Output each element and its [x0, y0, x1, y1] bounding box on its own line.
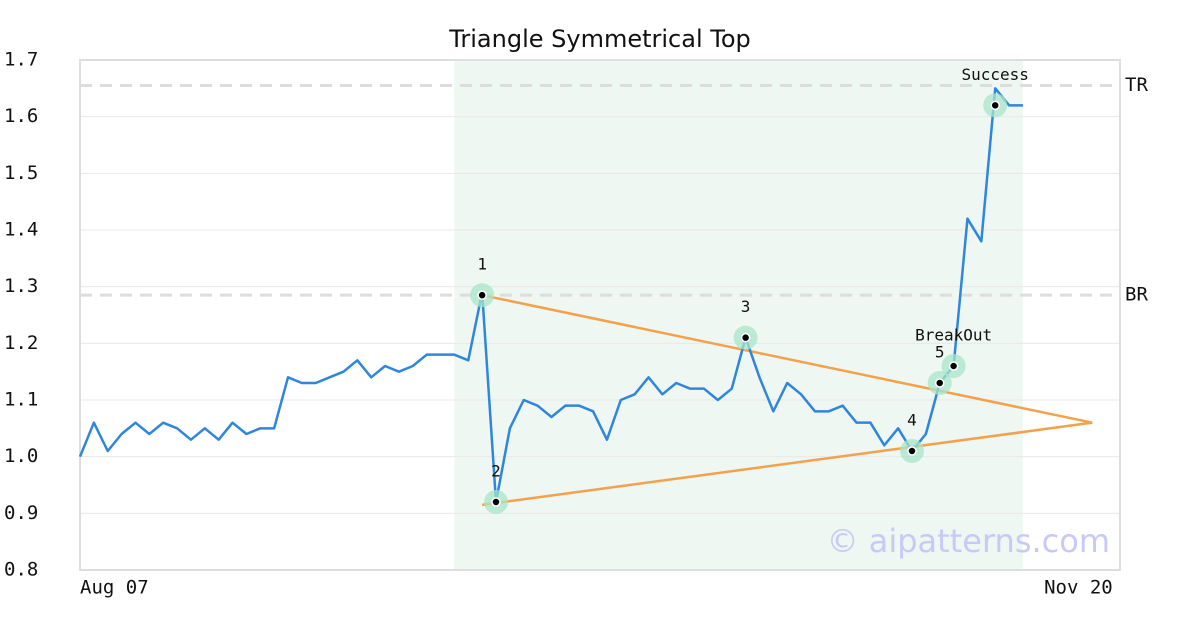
level-label: BR: [1125, 284, 1148, 306]
chart-title: Triangle Symmetrical Top: [448, 25, 751, 53]
point-label: Success: [961, 65, 1028, 84]
pattern-point: [491, 497, 501, 507]
pattern-point: [990, 100, 1000, 111]
y-tick-label: 1.0: [4, 445, 38, 467]
pattern-point: [948, 361, 959, 371]
pattern-point: [934, 378, 945, 388]
level-label: TR: [1125, 74, 1148, 96]
point-label: 1: [477, 255, 487, 274]
plot-border: [79, 59, 1121, 571]
watermark: © aipatterns.com: [827, 522, 1110, 560]
point-label: 5: [935, 343, 945, 362]
y-tick-label: 1.6: [4, 105, 38, 127]
x-tick-label: Nov 20: [1044, 577, 1113, 599]
y-tick-label: 1.7: [4, 49, 38, 71]
x-tick-label: Aug 07: [80, 577, 149, 599]
y-tick-label: 0.8: [4, 559, 38, 581]
pattern-point: [477, 290, 487, 300]
pattern-point: [740, 332, 751, 343]
pattern-point: [907, 446, 917, 456]
y-tick-label: 1.3: [4, 275, 38, 297]
y-tick-label: 1.5: [4, 162, 38, 184]
triangle-line: [481, 293, 1093, 424]
point-label: 3: [741, 297, 751, 316]
y-tick-label: 1.1: [4, 389, 38, 411]
point-label: 2: [491, 462, 501, 481]
y-tick-label: 1.2: [4, 332, 38, 354]
y-tick-label: 0.9: [4, 502, 38, 524]
pattern-region: [454, 60, 1023, 570]
price-line: [78, 87, 1023, 504]
triangle-line: [481, 421, 1093, 507]
point-label: 4: [907, 411, 917, 430]
point-label: BreakOut: [915, 326, 992, 345]
y-tick-label: 1.4: [4, 219, 38, 241]
